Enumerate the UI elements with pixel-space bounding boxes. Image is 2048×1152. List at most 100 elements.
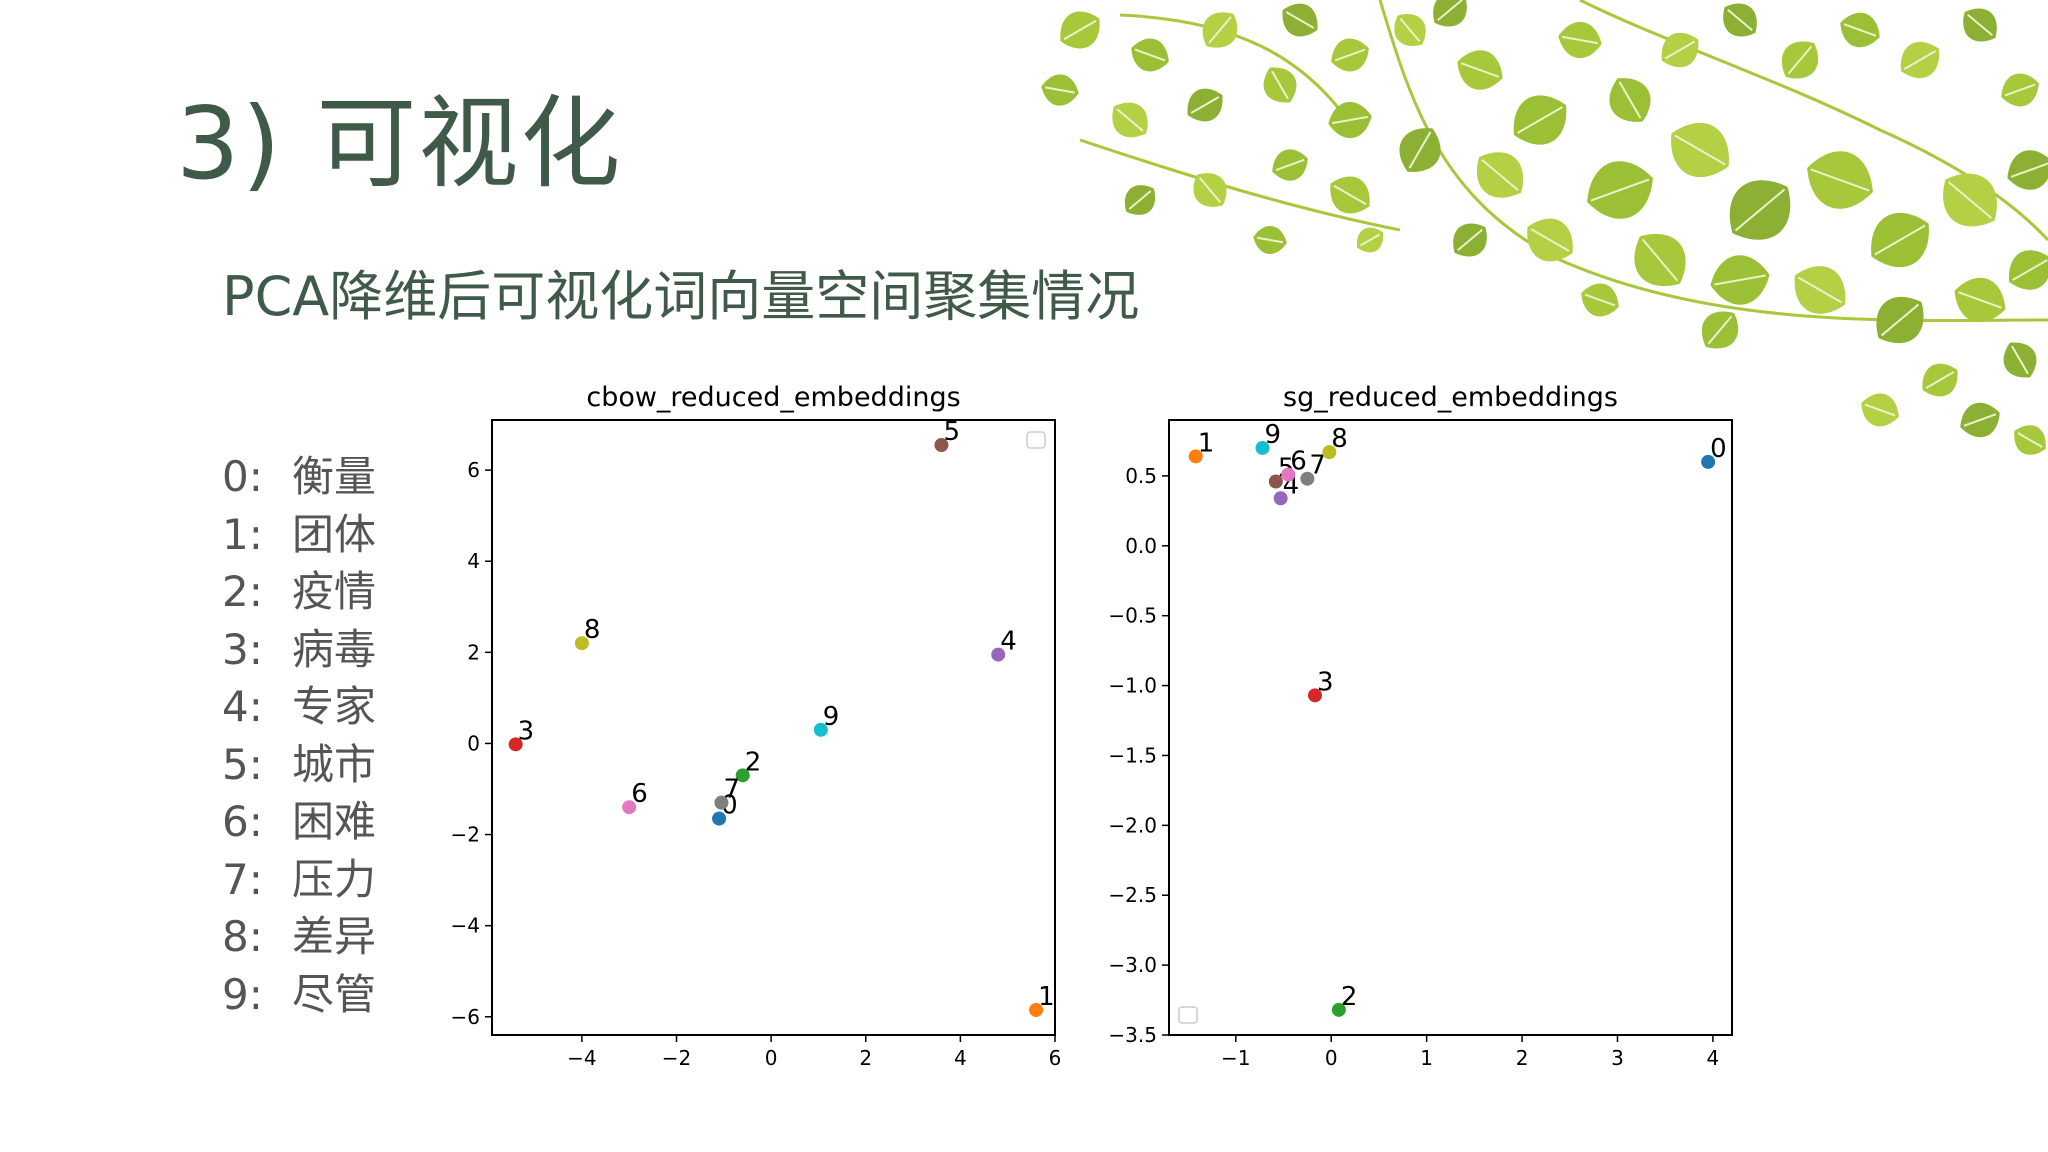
leaf-vein	[1590, 178, 1650, 202]
leaf-vein	[1874, 224, 1926, 256]
cbow-point-8	[574, 636, 589, 651]
leaf-vein	[1925, 371, 1955, 389]
leaf-shape	[1723, 3, 1757, 37]
leaf-vein	[1967, 13, 1993, 37]
slide-title: 3) 可视化	[176, 85, 623, 202]
leaf-vein	[1641, 238, 1679, 282]
cbow-point-7	[714, 795, 729, 810]
leaf-vein	[1359, 233, 1381, 247]
cbow-plot-frame	[491, 419, 1056, 1036]
word-index-legend: 0: 衡量 1: 团体 2: 疫情 3: 病毒 4: 专家 5: 城市 6: 困难 7: 压力 …	[222, 448, 376, 1023]
cbow-x-tick-label: −2	[662, 1046, 691, 1070]
sg-x-tick-label: 0	[1325, 1046, 1338, 1070]
legend-item-word: 压力	[292, 854, 377, 904]
sg-x-tick-label: 1	[1420, 1046, 1433, 1070]
cbow-point-label-1: 1	[1038, 982, 1055, 1012]
sg-y-tick-label: −3.5	[1108, 1023, 1157, 1047]
leaf-vein	[1190, 96, 1220, 114]
leaf-vein	[1880, 303, 1920, 337]
legend-item-id: 1:	[222, 509, 263, 559]
cbow-y-tick-label: 2	[467, 640, 480, 664]
leaf-vein	[1727, 8, 1753, 32]
cbow-point-3	[508, 737, 523, 752]
leaf-vein	[1958, 291, 2002, 309]
sg-y-tick-label: 0.0	[1125, 534, 1157, 558]
leaf-vein	[1275, 158, 1305, 172]
leaf-vein	[1334, 48, 1366, 62]
leaf-vein	[1864, 403, 1896, 417]
leaf-vein	[1045, 86, 1075, 94]
leaf-vein	[1332, 115, 1368, 125]
slide-subtitle: PCA降维后可视化词向量空间聚集情况	[222, 265, 1140, 328]
cbow-y-tick-label: −2	[451, 823, 480, 847]
legend-item-word: 疫情	[292, 567, 377, 616]
legend-item-id: 3:	[222, 624, 263, 674]
leaf-vein	[1618, 81, 1642, 119]
cbow-point-0	[712, 811, 727, 826]
sg-y-tick-label: −0.5	[1108, 604, 1157, 628]
leaf-shape	[1433, 0, 1467, 27]
cbow-point-1	[1029, 1002, 1044, 1017]
legend-item: 2: 疫情	[222, 563, 376, 621]
cbow-x-tick-label: −4	[567, 1046, 596, 1070]
sg-y-tick-label: −1.5	[1108, 743, 1157, 767]
legend-item-word: 团体	[292, 509, 377, 559]
leaf-vein	[1903, 50, 1937, 70]
cbow-x-tick-label: 2	[859, 1046, 872, 1070]
leaf-vein	[1481, 159, 1519, 191]
leaf-vein	[1460, 62, 1500, 78]
leaf-vein	[1408, 131, 1432, 169]
legend-item-word: 衡量	[292, 452, 377, 501]
leaf-vein	[1810, 168, 1870, 192]
cbow-y-tick-label: −6	[451, 1005, 480, 1029]
leaf-vein	[2004, 83, 2036, 97]
leaf-vein	[1134, 48, 1166, 62]
cbow-point-label-0: 0	[721, 791, 738, 821]
sg-y-tick-label: −2.5	[1108, 883, 1157, 907]
leaf-vein	[2010, 162, 2048, 178]
cbow-y-tick-label: 0	[467, 731, 480, 755]
cbow-y-tick-label: 6	[467, 458, 480, 482]
leaf-vein	[1457, 228, 1483, 252]
leaf-vein	[1271, 70, 1289, 100]
legend-item: 8: 差异	[222, 908, 376, 966]
sg-y-tick-label: −3.0	[1108, 953, 1157, 977]
cbow-point-5	[934, 438, 949, 453]
cbow-point-6	[622, 800, 637, 815]
cbow-point-label-5: 5	[943, 417, 960, 447]
legend-item-word: 专家	[292, 682, 377, 731]
leaf-vein	[1797, 276, 1843, 304]
legend-item-word: 尽管	[292, 969, 377, 1019]
leaf-vein	[1584, 293, 1616, 307]
leaf-vein	[2011, 345, 2029, 375]
leaf-vein	[1333, 184, 1367, 206]
legend-item: 9: 尽管	[222, 966, 376, 1024]
cbow-point-label-7: 7	[723, 775, 740, 805]
leaf-vein	[2012, 259, 2048, 281]
leaf-vein	[2017, 432, 2043, 448]
leaf-vein	[1963, 413, 1997, 427]
leaf-shape	[2014, 425, 2046, 455]
legend-item: 7: 压力	[222, 851, 376, 909]
legend-item-id: 7:	[222, 854, 263, 904]
sg-x-tick-label: 4	[1707, 1046, 1720, 1070]
leaf-vein	[1516, 106, 1564, 134]
legend-item: 3: 病毒	[222, 621, 376, 679]
leaf-vein	[1947, 181, 1993, 219]
cbow-point-2	[735, 768, 750, 783]
leaf-vein	[1707, 315, 1733, 345]
legend-item-id: 9:	[222, 969, 263, 1019]
cbow-point-9	[813, 722, 828, 737]
sg-plot-frame	[1168, 419, 1733, 1036]
sg-y-tick-label: −1.0	[1108, 674, 1157, 698]
leaf-vein	[1787, 45, 1813, 75]
legend-item-id: 0:	[222, 452, 263, 501]
sg-point-3	[1307, 688, 1322, 703]
sg-x-tick-label: 2	[1516, 1046, 1529, 1070]
sg-point-label-3: 3	[1317, 667, 1334, 697]
legend-item-word: 病毒	[292, 624, 377, 674]
legend-item-id: 5:	[222, 739, 263, 789]
leaf-vein	[1063, 19, 1097, 41]
legend-item: 1: 团体	[222, 506, 376, 564]
legend-item-word: 困难	[292, 797, 377, 846]
